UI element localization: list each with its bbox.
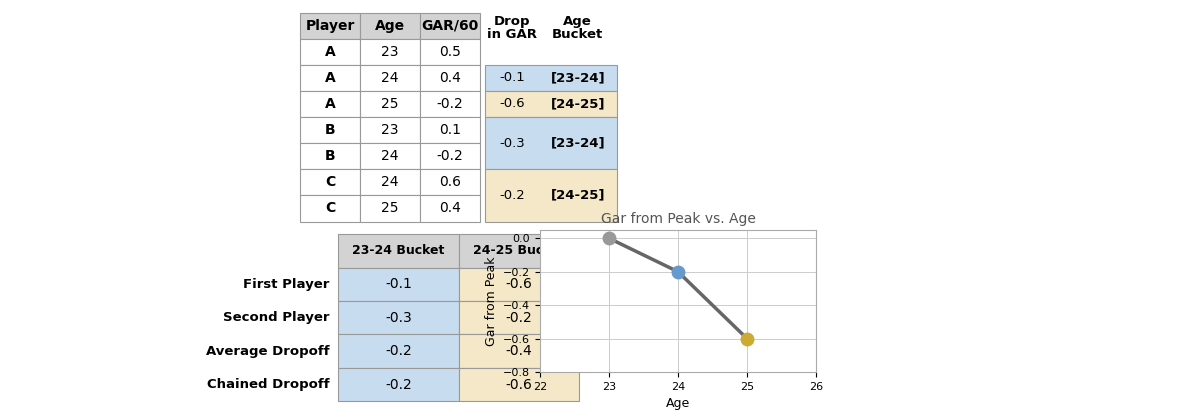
Bar — [420, 117, 480, 143]
Text: 25: 25 — [382, 97, 398, 111]
Bar — [420, 65, 480, 91]
Text: C: C — [325, 176, 335, 189]
Bar — [360, 117, 420, 143]
Text: First Player: First Player — [244, 278, 330, 291]
Bar — [420, 91, 480, 117]
Text: 0.4: 0.4 — [439, 201, 461, 215]
Bar — [420, 143, 480, 169]
Text: 23: 23 — [382, 123, 398, 137]
Text: -0.2: -0.2 — [385, 344, 412, 358]
Text: 23: 23 — [382, 45, 398, 59]
Bar — [420, 169, 480, 196]
Bar — [485, 65, 617, 91]
Bar — [300, 91, 360, 117]
Bar — [300, 196, 360, 222]
Bar — [338, 301, 458, 334]
Text: Chained Dropoff: Chained Dropoff — [206, 378, 330, 391]
Bar — [458, 334, 580, 368]
Text: -0.2: -0.2 — [505, 311, 533, 325]
Bar — [420, 196, 480, 222]
Text: -0.1: -0.1 — [385, 277, 412, 291]
Bar — [458, 301, 580, 334]
Bar — [485, 91, 617, 117]
Text: Age: Age — [374, 19, 406, 33]
Bar — [360, 13, 420, 39]
Bar — [360, 39, 420, 65]
Text: -0.6: -0.6 — [505, 377, 533, 392]
Title: Gar from Peak vs. Age: Gar from Peak vs. Age — [600, 212, 756, 226]
Bar — [360, 91, 420, 117]
Bar — [485, 117, 617, 169]
Text: [24-25]: [24-25] — [551, 189, 605, 202]
Text: 24-25 Bucket: 24-25 Bucket — [473, 244, 565, 257]
Bar — [300, 117, 360, 143]
Text: 0.4: 0.4 — [439, 71, 461, 85]
Text: A: A — [325, 97, 335, 111]
Text: A: A — [325, 45, 335, 59]
Text: [24-25]: [24-25] — [551, 97, 605, 110]
Text: Second Player: Second Player — [223, 311, 330, 324]
Bar — [360, 196, 420, 222]
Bar — [360, 169, 420, 196]
Text: A: A — [325, 71, 335, 85]
Bar — [300, 39, 360, 65]
Bar — [485, 169, 617, 222]
Text: 0.5: 0.5 — [439, 45, 461, 59]
Bar — [338, 268, 458, 301]
Text: 0.1: 0.1 — [439, 123, 461, 137]
Bar — [458, 368, 580, 401]
Text: Drop: Drop — [493, 15, 530, 28]
Text: B: B — [325, 123, 335, 137]
Text: -0.6: -0.6 — [505, 277, 533, 291]
Bar — [420, 39, 480, 65]
Text: Bucket: Bucket — [552, 28, 604, 41]
Text: 25: 25 — [382, 201, 398, 215]
Text: Average Dropoff: Average Dropoff — [206, 344, 330, 358]
Bar — [338, 334, 458, 368]
Bar — [458, 234, 580, 268]
Bar — [458, 268, 580, 301]
Text: Age: Age — [564, 15, 592, 28]
Bar — [360, 65, 420, 91]
Bar — [300, 65, 360, 91]
Text: -0.6: -0.6 — [499, 97, 524, 110]
Text: -0.2: -0.2 — [437, 97, 463, 111]
Text: B: B — [325, 149, 335, 163]
Text: 0.6: 0.6 — [439, 176, 461, 189]
Bar — [300, 13, 360, 39]
Text: -0.2: -0.2 — [499, 189, 524, 202]
Bar — [360, 143, 420, 169]
X-axis label: Age: Age — [666, 397, 690, 410]
Text: -0.1: -0.1 — [499, 71, 524, 84]
Text: -0.4: -0.4 — [505, 344, 533, 358]
Text: -0.3: -0.3 — [499, 137, 524, 150]
Bar — [338, 368, 458, 401]
Text: 23-24 Bucket: 23-24 Bucket — [352, 244, 444, 257]
Text: -0.2: -0.2 — [437, 149, 463, 163]
Text: [23-24]: [23-24] — [551, 71, 605, 84]
Text: 24: 24 — [382, 71, 398, 85]
Text: Player: Player — [305, 19, 355, 33]
Text: in GAR: in GAR — [487, 28, 536, 41]
Bar — [300, 143, 360, 169]
Bar — [300, 169, 360, 196]
Text: [23-24]: [23-24] — [551, 137, 605, 150]
Text: 24: 24 — [382, 176, 398, 189]
Text: 24: 24 — [382, 149, 398, 163]
Bar — [420, 13, 480, 39]
Y-axis label: Gar from Peak: Gar from Peak — [485, 256, 498, 346]
Text: GAR/60: GAR/60 — [421, 19, 479, 33]
Bar — [338, 234, 458, 268]
Text: C: C — [325, 201, 335, 215]
Text: -0.2: -0.2 — [385, 377, 412, 392]
Text: -0.3: -0.3 — [385, 311, 412, 325]
